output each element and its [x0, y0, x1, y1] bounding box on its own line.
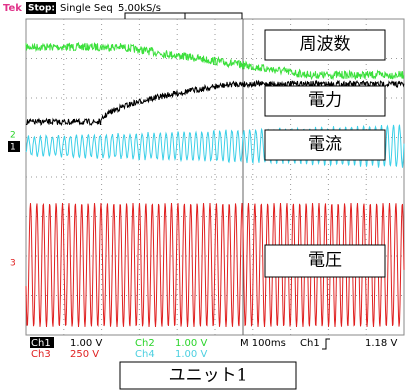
ch1: Ch1	[31, 338, 51, 349]
marker: 2	[10, 131, 16, 141]
mode: Single Seq	[60, 3, 113, 14]
timebase: M 100ms	[240, 338, 286, 349]
rate: 5.00kS/s	[118, 3, 161, 14]
ch3-scale: 250 V	[70, 349, 99, 360]
ch3: Ch3	[31, 349, 51, 360]
ch4-scale: 1.00 V	[175, 349, 207, 360]
marker: 3	[10, 259, 16, 269]
label: 周波数	[300, 35, 351, 55]
brand: Tek	[3, 3, 22, 14]
state: Stop:	[28, 4, 55, 14]
label: 電圧	[308, 251, 342, 271]
caption: ユニット1	[169, 366, 248, 386]
trig-level: 1.18 V	[365, 338, 397, 349]
scope-screenshot: Tek Stop: Single Seq 5.00kS/s 2 1 3 周波数 …	[0, 0, 406, 391]
ch1-scale: 1.00 V	[70, 338, 102, 349]
marker: 1	[10, 143, 16, 153]
ch2-scale: 1.00 V	[175, 338, 207, 349]
screen	[26, 19, 404, 335]
trig-src: Ch1	[300, 338, 320, 349]
label: 電力	[308, 91, 342, 111]
ch2: Ch2	[135, 338, 155, 349]
ch4: Ch4	[135, 349, 155, 360]
label: 電流	[308, 135, 342, 155]
